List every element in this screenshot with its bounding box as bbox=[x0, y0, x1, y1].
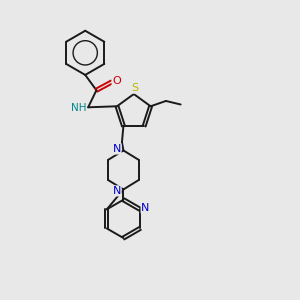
Text: S: S bbox=[132, 83, 139, 93]
Text: N: N bbox=[113, 186, 121, 196]
Text: N: N bbox=[113, 144, 121, 154]
Text: O: O bbox=[112, 76, 121, 85]
Text: NH: NH bbox=[71, 103, 86, 113]
Text: N: N bbox=[141, 203, 149, 213]
